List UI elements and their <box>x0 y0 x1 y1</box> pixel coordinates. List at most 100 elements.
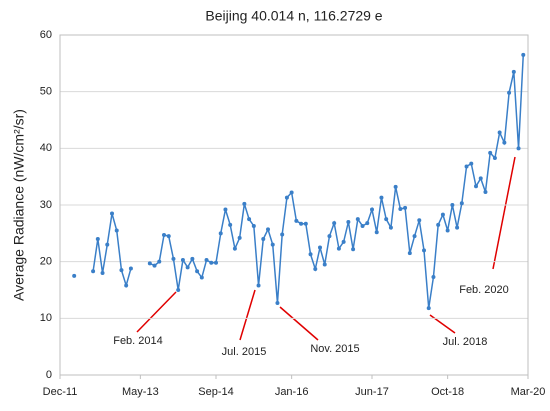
data-point <box>266 227 270 232</box>
data-point <box>464 164 469 169</box>
data-point <box>242 201 247 206</box>
data-point <box>450 203 455 207</box>
data-point <box>341 239 346 244</box>
data-point <box>214 260 218 265</box>
data-point <box>270 242 275 247</box>
data-point <box>152 263 157 268</box>
data-point <box>365 221 370 226</box>
data-point <box>483 189 488 194</box>
annotation-line <box>429 314 456 334</box>
data-point <box>280 232 285 237</box>
x-tick-label: Sep-14 <box>198 386 233 398</box>
data-point <box>261 237 266 241</box>
data-point <box>91 269 96 274</box>
data-point <box>497 130 502 135</box>
data-point <box>223 207 228 212</box>
data-point <box>436 222 441 227</box>
annotation-line <box>492 156 516 270</box>
data-point <box>162 233 166 238</box>
data-point <box>308 252 313 257</box>
data-point <box>346 220 351 224</box>
data-point <box>351 247 356 252</box>
y-tick-label: 0 <box>46 369 52 381</box>
annotation-line <box>239 289 256 341</box>
data-point <box>502 140 507 145</box>
data-point <box>355 217 360 222</box>
annotation-arrows <box>136 156 516 341</box>
data-point <box>147 261 152 266</box>
annotation: Jul. 2015 <box>222 346 267 358</box>
data-point <box>294 218 299 223</box>
data-point <box>336 246 341 251</box>
x-tick-label: Dec-11 <box>43 386 78 398</box>
annotation: Feb. 2020 <box>459 284 509 296</box>
data-point <box>176 288 181 292</box>
annotation: Feb. 2014 <box>113 335 163 347</box>
data-point <box>412 234 417 239</box>
y-tick-label: 60 <box>40 29 52 41</box>
y-axis-label: Average Radiance (nW/cm²/sr) <box>11 109 27 301</box>
data-point <box>422 248 426 253</box>
data-point <box>114 228 119 233</box>
series-line <box>92 54 525 309</box>
data-point <box>185 265 190 270</box>
data-point <box>426 306 431 311</box>
annotation-line <box>279 306 319 341</box>
data-point <box>275 301 280 306</box>
data-point <box>303 221 308 226</box>
data-point <box>166 234 171 239</box>
data-point <box>322 262 327 267</box>
data-point <box>95 237 100 241</box>
data-point <box>204 257 209 262</box>
data-point <box>374 230 379 235</box>
data-point <box>119 268 124 273</box>
data-point <box>284 195 289 200</box>
data-point <box>327 234 332 239</box>
data-point <box>247 217 252 222</box>
data-point <box>332 221 337 226</box>
data-point <box>440 212 445 217</box>
data-point <box>403 205 408 210</box>
data-point <box>124 283 129 288</box>
data-point <box>105 242 110 247</box>
data-point <box>228 222 233 227</box>
data-point <box>237 235 242 240</box>
data-point <box>171 256 176 261</box>
data-point <box>407 251 412 256</box>
y-tick-label: 20 <box>40 256 52 268</box>
data-point <box>360 223 365 228</box>
data-point <box>488 150 493 155</box>
data-point <box>313 267 318 272</box>
data-point <box>492 155 497 160</box>
y-tick-label: 40 <box>40 142 52 154</box>
y-tick-label: 10 <box>40 312 52 324</box>
data-point <box>256 283 261 288</box>
data-point <box>478 176 483 181</box>
data-point <box>190 256 195 261</box>
data-point <box>507 90 512 95</box>
data-point <box>398 206 403 211</box>
data-point <box>474 184 478 189</box>
data-point <box>100 271 105 275</box>
data-point <box>289 190 294 195</box>
annotation-line <box>136 291 177 333</box>
data-point <box>459 201 464 206</box>
data-point <box>218 231 223 236</box>
data-point <box>299 221 304 226</box>
data-point <box>199 275 204 280</box>
annotation: Nov. 2015 <box>310 343 359 355</box>
data-point <box>516 146 521 151</box>
x-tick-label: Jan-16 <box>275 386 309 398</box>
data-point <box>251 223 256 228</box>
data-point <box>318 245 322 250</box>
annotation: Jul. 2018 <box>443 336 488 348</box>
x-tick-label: May-13 <box>122 386 159 398</box>
data-point <box>445 228 450 233</box>
data-point <box>209 260 214 265</box>
data-point <box>384 217 389 222</box>
data-point <box>393 184 398 189</box>
data-point <box>180 257 185 262</box>
data-point <box>128 266 133 271</box>
data-point <box>469 161 474 166</box>
